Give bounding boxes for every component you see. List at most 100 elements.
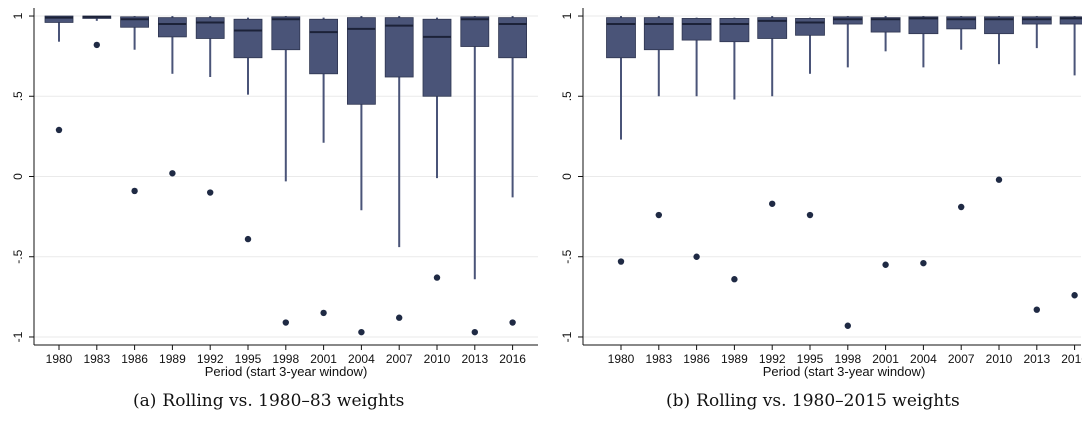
outlier-point <box>1071 292 1078 299</box>
subcaption-b-text: Rolling vs. 1980–2015 weights <box>696 391 960 411</box>
outlier-point <box>282 319 289 326</box>
boxplot-chart-a: 1 .5 0 -.5 -1 1980 1983 1986 1989 1992 1995 1998 200… <box>11 8 538 379</box>
outlier-point <box>244 235 252 243</box>
x-tick-label: 1983 <box>645 352 672 366</box>
y-tick-label: -1 <box>560 331 574 342</box>
x-tick-label: 1986 <box>121 352 148 366</box>
outlier-point <box>207 189 214 196</box>
outlier-point <box>1033 306 1040 313</box>
box-1986 <box>681 17 712 260</box>
box-1980 <box>44 15 74 134</box>
box-iqr <box>643 17 674 51</box>
outlier-point <box>693 253 700 260</box>
box-2016 <box>1059 16 1082 299</box>
box-1998 <box>271 16 301 326</box>
box-iqr <box>795 18 825 36</box>
box-1992 <box>757 16 788 207</box>
x-tick-label: 2016 <box>499 352 526 366</box>
subcaption-a-label: (a) <box>133 391 157 411</box>
x-tick-label: 1998 <box>834 352 861 366</box>
box-2016 <box>498 16 528 326</box>
outlier-point <box>731 276 738 283</box>
x-tick-label: 1989 <box>159 352 186 366</box>
x-tick-label: 2001 <box>310 352 337 366</box>
x-tick-label: 1995 <box>235 352 262 366</box>
outlier-point <box>93 41 101 49</box>
box-2010 <box>422 17 452 281</box>
box-2001 <box>870 16 901 268</box>
y-tick-label: 0 <box>560 173 574 180</box>
box-iqr <box>195 17 225 39</box>
box-2007 <box>384 16 414 321</box>
outlier-point <box>433 274 441 281</box>
box-iqr <box>757 17 788 39</box>
x-axis-title: Period (start 3-year window) <box>205 364 368 379</box>
x-tick-label: 1980 <box>46 352 73 366</box>
box-iqr <box>719 18 750 43</box>
box-2004 <box>908 16 939 267</box>
box-iqr <box>984 16 1014 35</box>
outlier-point <box>655 211 662 219</box>
outlier-point <box>358 328 365 336</box>
box-iqr <box>908 16 939 35</box>
box-1995 <box>233 17 263 243</box>
x-tick-label: 1986 <box>683 352 710 366</box>
x-tick-label: 2001 <box>872 352 899 366</box>
outlier-point <box>844 322 851 329</box>
x-tick-label: 1992 <box>197 352 224 366</box>
x-tick-label: 1995 <box>797 352 824 366</box>
outlier-point <box>131 187 138 195</box>
outlier-point <box>509 319 516 326</box>
boxplot-chart-b: 1 .5 0 -.5 -1 1980 1983 1986 1989 1992 1995 1998 200… <box>560 8 1082 379</box>
box-2013 <box>1021 16 1052 313</box>
box-2013 <box>460 16 490 336</box>
y-tick-label: .5 <box>11 91 25 101</box>
subcaption-a: (a) Rolling vs. 1980–83 weights <box>133 391 404 411</box>
box-1989 <box>719 17 750 283</box>
outlier-point <box>882 261 889 268</box>
x-tick-label: 2004 <box>348 352 375 366</box>
box-2004 <box>346 16 376 336</box>
box-2010 <box>984 16 1014 183</box>
box-iqr <box>870 17 901 33</box>
box-1980 <box>606 16 636 265</box>
box-iqr <box>157 17 187 38</box>
x-tick-label: 2016 <box>1061 352 1082 366</box>
box-iqr <box>233 18 263 59</box>
outlier-point <box>55 126 63 134</box>
subcaption-b-label: (b) <box>666 391 691 411</box>
box-iqr <box>309 18 339 75</box>
outlier-point <box>396 314 403 321</box>
box-iqr <box>1059 16 1082 25</box>
box-1992 <box>195 16 225 196</box>
y-tick-label: -.5 <box>11 249 25 263</box>
box-2001 <box>309 17 339 317</box>
box-2007 <box>946 16 977 211</box>
subcaption-b: (b) Rolling vs. 1980–2015 weights <box>666 391 960 411</box>
y-tick-label: -1 <box>11 331 25 342</box>
box-iqr <box>681 18 712 41</box>
box-iqr <box>120 16 149 28</box>
outlier-point <box>958 203 965 211</box>
box-iqr <box>44 15 74 23</box>
y-tick-label: .5 <box>560 91 574 101</box>
outlier-point <box>806 211 814 219</box>
y-tick-label: 0 <box>11 173 25 180</box>
box-iqr <box>460 16 490 47</box>
outlier-point <box>995 176 1003 183</box>
box-iqr <box>271 16 301 51</box>
box-iqr <box>346 17 376 105</box>
outlier-point <box>169 170 176 177</box>
x-tick-label: 1980 <box>608 352 635 366</box>
box-iqr <box>384 17 414 78</box>
x-tick-label: 1992 <box>759 352 786 366</box>
box-1983 <box>643 16 674 219</box>
y-tick-label: -.5 <box>560 249 574 263</box>
x-tick-label: 2013 <box>461 352 488 366</box>
x-tick-label: 2007 <box>948 352 975 366</box>
x-tick-label: 2007 <box>386 352 413 366</box>
box-iqr <box>422 18 452 97</box>
x-tick-label: 2004 <box>910 352 937 366</box>
outlier-point <box>320 309 327 317</box>
